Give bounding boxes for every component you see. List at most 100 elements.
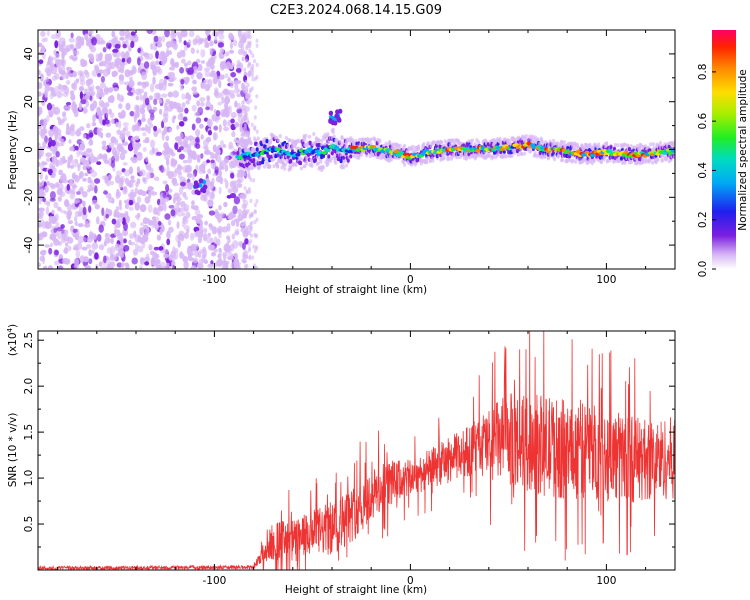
noise-speckle <box>100 76 105 83</box>
signal-halo <box>269 138 273 143</box>
noise-speckle <box>111 147 117 156</box>
noise-speckle <box>98 92 105 98</box>
noise-speckle <box>55 30 62 38</box>
noise-speckle <box>104 159 109 164</box>
noise-speckle <box>98 224 104 233</box>
signal-halo <box>304 133 308 138</box>
signal-halo <box>239 149 243 154</box>
colorbar-ticks: 0.0 0.2 0.4 0.6 0.8 <box>697 64 716 278</box>
noise-speckle <box>66 123 70 130</box>
noise-speckle <box>49 191 56 200</box>
noise-speckle <box>213 87 219 94</box>
signal-halo <box>403 143 407 148</box>
noise-speckle <box>88 258 93 265</box>
signal-core <box>242 154 248 159</box>
y-tick-label: 1.5 <box>23 424 35 441</box>
noise-speckle <box>38 150 42 160</box>
noise-speckle <box>230 41 233 50</box>
noise-speckle <box>191 123 196 131</box>
noise-speckle <box>218 33 225 40</box>
noise-speckle <box>207 263 214 268</box>
noise-speckle <box>172 170 177 178</box>
noise-speckle <box>142 217 149 225</box>
noise-speckle <box>219 161 223 171</box>
noise-speckle <box>133 146 138 155</box>
noise-speckle <box>218 186 222 195</box>
signal-halo <box>470 138 475 143</box>
noise-speckle <box>128 70 136 74</box>
noise-speckle <box>116 218 124 223</box>
noise-speckle <box>242 49 246 54</box>
noise-speckle <box>112 39 116 48</box>
noise-speckle <box>191 247 197 253</box>
snr-scale-exponent: 4 <box>6 327 14 332</box>
noise-speckle <box>210 260 214 265</box>
noise-speckle <box>49 147 54 152</box>
noise-speckle <box>197 63 203 72</box>
noise-speckle <box>188 30 195 38</box>
noise-speckle <box>195 230 201 237</box>
noise-speckle <box>200 153 204 159</box>
snr-series-line <box>38 331 675 570</box>
noise-speckle <box>87 157 92 161</box>
noise-speckle <box>175 234 181 243</box>
noise-speckle <box>226 235 231 241</box>
noise-speckle <box>152 67 158 75</box>
noise-speckle <box>172 264 176 269</box>
signal-halo <box>576 145 581 150</box>
noise-speckle <box>41 231 48 238</box>
noise-speckle <box>67 220 73 225</box>
noise-speckle <box>153 92 159 100</box>
noise-speckle <box>59 37 66 44</box>
noise-speckle <box>170 152 176 157</box>
noise-speckle <box>246 120 250 126</box>
noise-speckle <box>124 202 130 210</box>
noise-speckle <box>199 229 204 238</box>
noise-speckle <box>143 94 147 100</box>
noise-speckle <box>108 174 113 180</box>
noise-speckle <box>196 214 204 219</box>
noise-speckle <box>236 102 241 110</box>
noise-speckle <box>225 106 231 111</box>
signal-halo <box>294 163 298 167</box>
colorbar-tick-label: 0.0 <box>697 261 709 278</box>
noise-speckle <box>57 196 62 202</box>
noise-speckle <box>125 130 131 137</box>
noise-speckle <box>168 254 173 261</box>
noise-speckle <box>67 69 71 77</box>
noise-speckle <box>148 244 153 251</box>
snr-panel: -100 0 100 0.5 1.0 1.5 2.0 2.5 Height of strai… <box>6 324 676 596</box>
noise-speckle <box>247 73 251 78</box>
signal-band <box>349 154 353 159</box>
noise-speckle <box>244 58 248 63</box>
noise-speckle <box>177 113 184 121</box>
noise-speckle <box>255 233 259 238</box>
signal-halo <box>546 156 551 161</box>
noise-speckle <box>216 238 221 246</box>
noise-speckle <box>43 37 48 42</box>
signal-halo <box>520 152 524 156</box>
noise-speckle <box>254 245 258 250</box>
noise-speckle <box>38 207 45 212</box>
signal-halo <box>496 152 500 157</box>
noise-speckle <box>161 93 168 98</box>
noise-speckle <box>222 144 227 148</box>
noise-speckle <box>44 185 49 193</box>
noise-speckle <box>231 233 235 240</box>
signal-halo <box>366 140 371 145</box>
noise-speckle <box>204 220 209 226</box>
noise-speckle <box>71 56 78 61</box>
spectrogram-panel: -100 0 100 -40 -20 0 20 40 Height of straight … <box>7 29 676 296</box>
signal-halo <box>613 142 618 147</box>
noise-speckle <box>136 178 141 185</box>
noise-speckle <box>145 253 150 261</box>
noise-speckle <box>38 82 43 89</box>
noise-speckle <box>166 230 171 239</box>
noise-speckle <box>210 70 216 78</box>
noise-speckle <box>134 104 139 112</box>
noise-speckle <box>213 125 219 131</box>
noise-speckle <box>241 82 245 91</box>
noise-speckle <box>192 79 197 85</box>
noise-speckle <box>60 224 65 229</box>
noise-speckle <box>161 59 166 65</box>
